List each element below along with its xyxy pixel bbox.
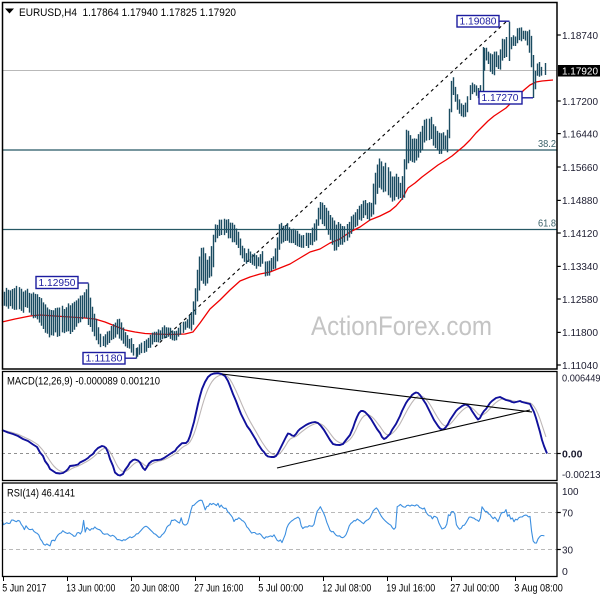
svg-text:1.18740: 1.18740	[562, 30, 598, 42]
svg-text:13 Jun 00:00: 13 Jun 00:00	[66, 583, 115, 595]
svg-text:1.16440: 1.16440	[562, 128, 598, 140]
svg-text:1.17200: 1.17200	[562, 96, 598, 108]
svg-text:0.006449: 0.006449	[562, 372, 600, 384]
svg-text:61.8: 61.8	[538, 218, 556, 230]
svg-text:30: 30	[562, 544, 573, 556]
svg-text:20 Jun 08:00: 20 Jun 08:00	[130, 583, 179, 595]
svg-text:RSI(14) 46.4141: RSI(14) 46.4141	[7, 488, 75, 500]
svg-text:0.00: 0.00	[562, 448, 583, 460]
svg-text:1.17920: 1.17920	[562, 66, 598, 78]
svg-text:-0.002134: -0.002134	[562, 469, 600, 481]
svg-text:MACD(12,26,9) -0.000089 0.0012: MACD(12,26,9) -0.000089 0.001210	[7, 376, 160, 388]
svg-text:1.11180: 1.11180	[86, 353, 123, 365]
svg-text:1.11800: 1.11800	[562, 327, 598, 339]
svg-text:70: 70	[562, 507, 573, 519]
svg-text:1.12580: 1.12580	[562, 294, 598, 306]
svg-text:5 Jun 2017: 5 Jun 2017	[2, 583, 46, 595]
svg-text:1.12950: 1.12950	[39, 277, 76, 289]
svg-text:1.14120: 1.14120	[562, 228, 598, 240]
svg-text:12 Jul 08:00: 12 Jul 08:00	[322, 583, 371, 595]
svg-text:1.17270: 1.17270	[482, 92, 519, 104]
svg-text:100: 100	[562, 486, 579, 498]
svg-text:1.19080: 1.19080	[460, 16, 497, 28]
svg-text:27 Jun 16:00: 27 Jun 16:00	[194, 583, 243, 595]
svg-text:19 Jul 16:00: 19 Jul 16:00	[386, 583, 435, 595]
svg-text:0: 0	[562, 566, 568, 578]
svg-text:1.13340: 1.13340	[562, 261, 598, 273]
svg-text:3 Aug 08:00: 3 Aug 08:00	[514, 583, 563, 595]
svg-text:27 Jul 00:00: 27 Jul 00:00	[450, 583, 499, 595]
svg-text:1.14880: 1.14880	[562, 195, 598, 207]
svg-text:EURUSD,H4 1.17864 1.17940 1.1: EURUSD,H4 1.17864 1.17940 1.17825 1.1792…	[19, 7, 236, 19]
svg-text:1.15660: 1.15660	[562, 162, 598, 174]
svg-text:1.11040: 1.11040	[562, 360, 598, 372]
svg-text:38.2: 38.2	[538, 138, 556, 150]
svg-text:ActionForex.com: ActionForex.com	[311, 311, 492, 341]
svg-text:5 Jul 00:00: 5 Jul 00:00	[258, 583, 303, 595]
